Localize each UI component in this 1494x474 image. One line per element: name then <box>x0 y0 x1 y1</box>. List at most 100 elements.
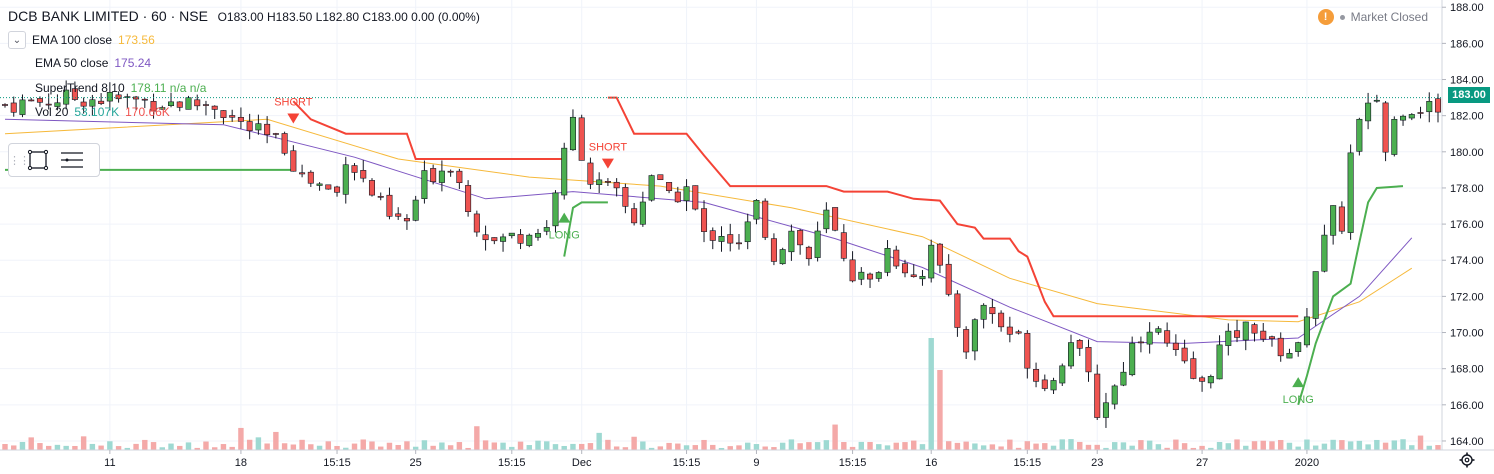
market-status[interactable]: ! Market Closed <box>1317 9 1428 25</box>
candle <box>692 185 699 211</box>
candle <box>377 192 384 201</box>
candle-body-down <box>307 171 314 184</box>
volume-bar <box>439 442 445 450</box>
candle-body-down <box>1024 333 1031 369</box>
candle <box>447 169 454 177</box>
candle <box>36 96 43 107</box>
candle <box>928 239 935 283</box>
candle-body-down <box>1085 347 1092 373</box>
indicator-supertrend[interactable]: SuperTrend 8 10 178.11 n/a n/a <box>35 81 206 95</box>
candle-body-down <box>115 94 122 100</box>
arrow-down-icon <box>287 113 300 124</box>
candle-body-down <box>430 168 437 183</box>
volume-bar <box>1234 439 1240 450</box>
candle-body-down <box>447 170 454 173</box>
volume-bar <box>884 445 891 450</box>
candle-body-down <box>989 307 996 315</box>
volume-bar <box>902 442 908 450</box>
candle <box>159 105 166 110</box>
indicator-ema100[interactable]: ⌄ EMA 100 close 173.56 <box>8 31 155 49</box>
indicator-ema50[interactable]: EMA 50 close 175.24 <box>35 56 151 70</box>
symbol-title[interactable]: DCB BANK LIMITED · 60 · NSE <box>8 8 208 24</box>
volume-bar <box>937 370 943 450</box>
candle-body-down <box>901 263 909 274</box>
candle-body-down <box>936 243 943 266</box>
candle-body-down <box>770 238 777 262</box>
market-status-text: Market Closed <box>1350 10 1428 24</box>
candle <box>80 97 87 114</box>
candle-body-down <box>334 186 341 193</box>
candle <box>281 131 288 156</box>
candle <box>1006 316 1013 343</box>
candle <box>1 103 9 108</box>
candle-body-down <box>237 116 244 122</box>
candle <box>1041 374 1048 392</box>
candle <box>1408 113 1415 121</box>
volume-bar <box>474 426 480 450</box>
candle-body-down <box>604 181 611 183</box>
grid-lines <box>0 0 1442 450</box>
candle <box>124 93 131 108</box>
candle-body-up <box>1225 330 1232 346</box>
candle <box>89 94 96 116</box>
indicator-volume[interactable]: Vol 20 53.107K 170.66K <box>35 105 170 119</box>
candle <box>1286 348 1293 359</box>
candle-body-down <box>220 110 227 118</box>
candle <box>578 114 585 161</box>
volume-bar <box>762 446 768 450</box>
candle <box>220 110 227 125</box>
rectangle-select-icon[interactable] <box>21 145 55 175</box>
volume-bar <box>115 446 122 450</box>
long-signal: LONG <box>549 212 580 242</box>
volume-bar <box>1050 445 1057 450</box>
indicator-label: Vol 20 <box>35 105 69 119</box>
time-tick-label: 15:15 <box>839 457 867 469</box>
candle-body-down <box>1268 336 1275 339</box>
candle-body-up <box>1129 342 1136 376</box>
candle <box>351 163 358 181</box>
candle-body-down <box>692 185 699 210</box>
volume-bar <box>1339 440 1345 450</box>
floating-toolbox[interactable]: ⋮⋮ <box>8 143 100 177</box>
volume-bar <box>989 444 996 450</box>
chevron-down-icon[interactable]: ⌄ <box>8 31 26 49</box>
candle-body-up <box>1356 118 1363 152</box>
price-axis[interactable]: 188.00 186.00 184.00 182.00 180.00 178.00 176.… <box>1441 0 1484 450</box>
drag-grip-icon[interactable]: ⋮⋮ <box>9 154 30 167</box>
candle-body-down <box>368 180 375 196</box>
candle <box>552 190 559 233</box>
volume-bars <box>2 338 1441 450</box>
candle-body-down <box>211 105 218 110</box>
candle <box>141 97 148 109</box>
candle <box>666 182 673 194</box>
candle-body-down <box>264 123 271 135</box>
candle-body-down <box>176 101 183 108</box>
settings-gear-icon[interactable] <box>1459 452 1475 468</box>
candle <box>631 202 638 226</box>
volume-bar <box>412 446 419 450</box>
candle <box>71 81 78 102</box>
warning-icon[interactable]: ! <box>1317 9 1334 25</box>
list-lines-icon[interactable] <box>55 145 89 175</box>
candle <box>482 225 489 251</box>
volume-bar <box>1409 445 1415 450</box>
time-tick-label: 15:15 <box>323 457 351 469</box>
candle-body-down <box>482 234 489 241</box>
volume-bar <box>211 447 218 450</box>
candle-body-up <box>89 99 96 107</box>
candle <box>1129 336 1136 377</box>
candle <box>237 107 244 129</box>
volume-bar <box>1208 447 1214 450</box>
candle <box>438 160 445 192</box>
candle-body-down <box>98 100 105 104</box>
volume-bar <box>954 442 961 450</box>
candle <box>421 160 428 204</box>
candle-body-up <box>858 271 865 280</box>
price-tick-label: 176.00 <box>1450 219 1484 231</box>
candle-body-up <box>718 236 725 242</box>
time-axis[interactable]: 11 18 15:15 25 15:15 Dec 15:15 9 15:15 16 15:15 23 2… <box>0 449 1494 469</box>
candle <box>849 251 856 283</box>
volume-bar <box>124 447 131 450</box>
candle <box>325 184 332 190</box>
